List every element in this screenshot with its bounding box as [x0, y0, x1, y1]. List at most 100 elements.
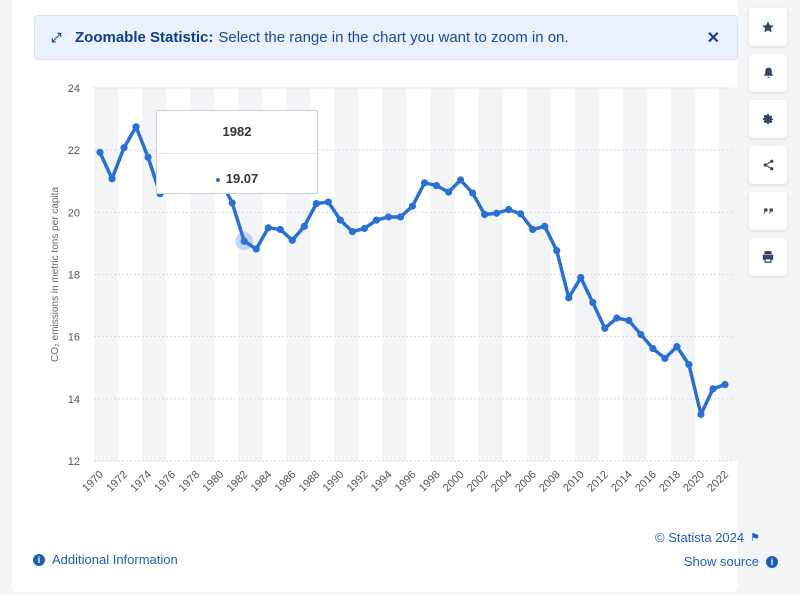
- data-point: [685, 361, 693, 369]
- y-tick-label: 16: [68, 332, 80, 344]
- banner-text: Select the range in the chart you want t…: [218, 29, 569, 46]
- tooltip-year: 1982: [222, 124, 252, 139]
- show-source-link[interactable]: Show source i: [684, 554, 778, 569]
- copyright-text: © Statista 2024: [655, 530, 745, 545]
- y-tick-label: 14: [68, 394, 80, 406]
- data-point: [661, 354, 669, 363]
- y-tick-label: 22: [68, 145, 80, 157]
- flag-icon: ⚑: [750, 532, 760, 544]
- cite-button[interactable]: [749, 192, 787, 230]
- copyright[interactable]: © Statista 2024 ⚑: [655, 530, 760, 545]
- chart-band: [718, 88, 740, 461]
- x-tick-label: 1996: [393, 469, 419, 495]
- y-axis-label: CO₂ emissions in metric tons per capita: [50, 187, 61, 362]
- x-tick-label: 1980: [201, 469, 227, 495]
- data-point: [384, 213, 393, 221]
- x-tick-label: 2016: [633, 469, 659, 495]
- additional-info-link[interactable]: i Additional Information: [33, 552, 178, 567]
- data-point: [372, 216, 381, 224]
- show-source-label: Show source: [683, 554, 759, 569]
- data-point: [468, 189, 477, 197]
- notification-button[interactable]: [749, 54, 787, 92]
- data-point: [553, 246, 561, 255]
- data-point: [565, 294, 573, 302]
- expand-icon: ⤢: [51, 29, 62, 45]
- data-point: [264, 224, 272, 232]
- data-point: [697, 410, 705, 418]
- data-point: [541, 222, 549, 230]
- x-tick-label: 1988: [297, 469, 323, 495]
- data-point: [649, 344, 657, 353]
- tooltip-value: 19.07: [225, 171, 259, 186]
- share-icon: [763, 159, 773, 171]
- chart-card: [12, 0, 738, 592]
- print-icon: [762, 251, 774, 263]
- data-point: [601, 324, 609, 332]
- additional-info-label: Additional Information: [52, 552, 178, 567]
- data-point: [432, 182, 441, 190]
- favorite-button[interactable]: [749, 8, 787, 46]
- x-tick-label: 1986: [273, 469, 299, 495]
- x-tick-label: 2008: [537, 469, 563, 495]
- x-tick-label: 2014: [609, 469, 635, 495]
- data-point: [577, 274, 585, 282]
- x-tick-label: 1974: [128, 469, 154, 495]
- data-point: [276, 225, 284, 234]
- x-tick-label: 2002: [465, 469, 491, 495]
- data-point: [312, 200, 320, 208]
- x-tick-label: 1992: [345, 469, 371, 495]
- x-tick-label: 2022: [705, 469, 731, 495]
- x-tick-label: 1982: [225, 469, 251, 495]
- data-point: [637, 330, 645, 339]
- data-point: [420, 179, 429, 187]
- x-tick-label: 1998: [417, 469, 443, 495]
- zoom-banner: ⤢ Zoomable Statistic: Select the range i…: [34, 15, 738, 60]
- data-point: [228, 199, 236, 207]
- share-button[interactable]: [749, 146, 787, 184]
- x-tick-label: 1978: [176, 469, 202, 495]
- x-tick-label: 1972: [104, 469, 130, 495]
- x-tick-label: 1994: [369, 469, 395, 495]
- star-icon: [762, 21, 774, 33]
- banner-title: Zoomable Statistic:: [75, 29, 214, 46]
- data-point: [348, 228, 357, 236]
- data-point: [408, 202, 417, 210]
- x-tick-label: 1976: [152, 469, 178, 495]
- tooltip: 1982 19.07: [156, 110, 318, 194]
- data-point: [300, 222, 308, 230]
- x-tick-label: 2006: [513, 469, 539, 495]
- x-tick-label: 2000: [441, 469, 467, 495]
- data-point: [625, 316, 633, 325]
- data-point: [240, 237, 248, 245]
- series-dot-icon: [215, 177, 220, 182]
- tooltip-divider: [157, 153, 317, 154]
- data-point: [288, 236, 296, 244]
- data-point: [721, 380, 729, 389]
- data-point: [132, 123, 140, 131]
- info-icon: i: [766, 555, 778, 568]
- data-point: [108, 175, 116, 183]
- print-button[interactable]: [749, 238, 787, 276]
- tooltip-value-row: 19.07: [157, 171, 317, 186]
- y-tick-label: 18: [68, 270, 80, 282]
- x-tick-label: 2018: [657, 469, 683, 495]
- x-tick-label: 1984: [249, 469, 275, 495]
- data-point: [589, 298, 597, 307]
- data-point: [144, 153, 152, 161]
- data-point: [324, 198, 332, 206]
- data-point: [517, 210, 525, 218]
- data-point: [252, 245, 260, 253]
- settings-button[interactable]: [749, 100, 787, 138]
- data-point: [456, 176, 465, 184]
- close-icon[interactable]: ✕: [706, 30, 720, 47]
- data-point: [396, 213, 405, 221]
- x-tick-label: 2012: [585, 469, 611, 495]
- bell-icon: [763, 67, 773, 78]
- quote-icon: [763, 208, 773, 214]
- info-icon: i: [33, 553, 45, 566]
- data-point: [613, 314, 621, 322]
- y-tick-label: 12: [68, 456, 80, 468]
- gear-icon: [762, 113, 774, 125]
- y-tick-label: 20: [68, 207, 80, 219]
